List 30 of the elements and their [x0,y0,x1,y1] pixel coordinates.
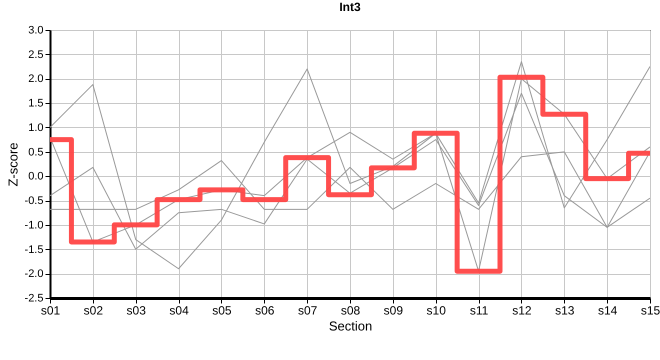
x-tick-label: s05 [212,304,232,318]
y-tick-label: 0.0 [28,170,44,183]
y-tick-label: -2.0 [24,268,44,280]
x-axis-title: Section [328,318,372,334]
y-tick-label: 3.0 [28,24,44,36]
x-tick-label: s15 [640,304,660,318]
y-tick-label: 1.0 [28,122,44,134]
x-tick-label: s09 [384,304,404,318]
x-tick-label: s07 [298,304,318,318]
y-tick-label: 1.5 [28,98,44,110]
x-tick-label: s04 [169,304,190,318]
y-tick-label: -1.0 [24,219,44,232]
x-tick-label: s02 [84,304,104,318]
x-tick-label: s01 [40,304,60,318]
x-tick-label: s10 [426,304,446,318]
y-tick-label: 0.5 [28,146,44,158]
x-tick-label: s06 [255,304,275,318]
x-tick-label: s13 [555,304,575,318]
x-tick-label: s12 [512,304,532,318]
x-tick-label: s11 [470,304,489,318]
x-tick-label: s08 [340,304,360,318]
x-tick-label: s03 [126,304,146,318]
y-tick-label: 2.5 [28,48,44,61]
y-axis-title: Z-score [6,142,21,187]
x-tick-label: s14 [598,304,618,318]
y-tick-label: -1.5 [24,244,44,256]
y-tick-label: 2.0 [28,73,44,86]
y-tick-label: -2.5 [24,292,44,304]
y-tick-label: -0.5 [24,195,44,208]
chart-title: Int3 [339,0,361,14]
